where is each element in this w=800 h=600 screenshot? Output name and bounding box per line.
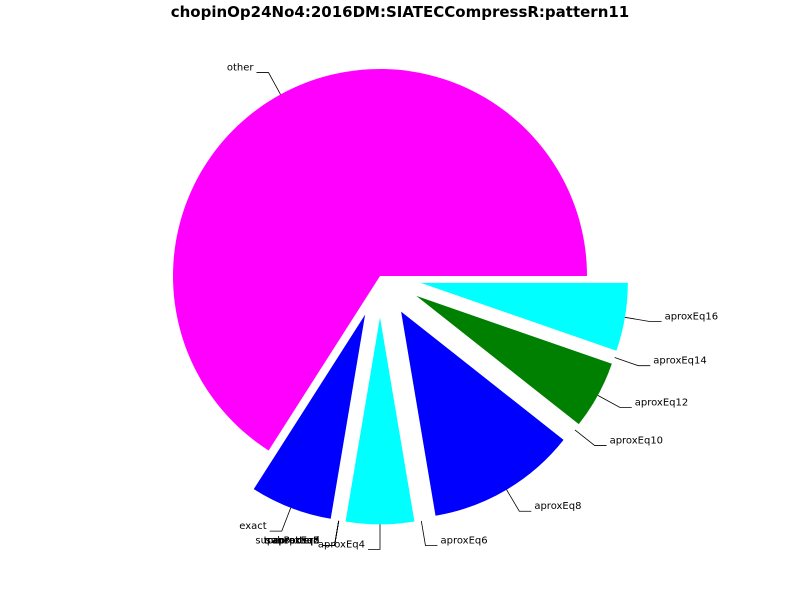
pie-slice-exact — [253, 314, 366, 519]
slice-label-aproxEq6: aproxEq6 — [440, 536, 487, 547]
slice-label-aproxEq14: aproxEq14 — [653, 356, 707, 367]
slice-label-exact: exact — [239, 521, 267, 532]
slice-label-aproxEq5: aproxEq5 — [272, 536, 319, 547]
slice-label-aproxEq12: aproxEq12 — [635, 397, 689, 408]
leader-line-aproxEq8 — [506, 489, 532, 512]
pie-slice-aproxEq12 — [416, 295, 612, 425]
leader-line-aproxEq10 — [574, 429, 607, 446]
slice-label-superPattern: superPattern — [255, 536, 319, 547]
slice-label-aproxEq4: aproxEq4 — [318, 539, 365, 550]
pie-slice-aproxEq4 — [345, 317, 415, 525]
chart-title: chopinOp24No4:2016DM:SIATECCompressR:pat… — [170, 3, 630, 21]
leader-line-aproxEq14 — [614, 357, 651, 367]
slice-label-transposed: transposed — [264, 536, 320, 547]
slice-label-aproxEq8: aproxEq8 — [534, 501, 581, 512]
leader-line-transposed — [322, 520, 340, 546]
slice-label-aproxEq2: aproxEq2 — [272, 536, 319, 547]
slice-label-subPattern: subPattern — [266, 536, 320, 547]
leader-line-aproxEq16 — [624, 316, 662, 322]
leader-line-aproxEq4 — [368, 524, 381, 550]
slice-label-other: other — [227, 63, 255, 74]
pie-slice-other — [172, 69, 587, 451]
leader-line-aproxEq12 — [597, 395, 632, 408]
slice-label-aproxEq16: aproxEq16 — [665, 311, 719, 322]
slice-label-aproxEq10: aproxEq10 — [610, 435, 664, 446]
pie-slice-aproxEq16 — [420, 282, 628, 351]
pie-slice-aproxEq8 — [401, 311, 564, 516]
slice-label-aproxEq3: aproxEq3 — [272, 536, 319, 547]
leader-line-aproxEq6 — [420, 520, 438, 546]
leader-line-other — [256, 72, 281, 95]
leader-line-exact — [269, 507, 292, 532]
